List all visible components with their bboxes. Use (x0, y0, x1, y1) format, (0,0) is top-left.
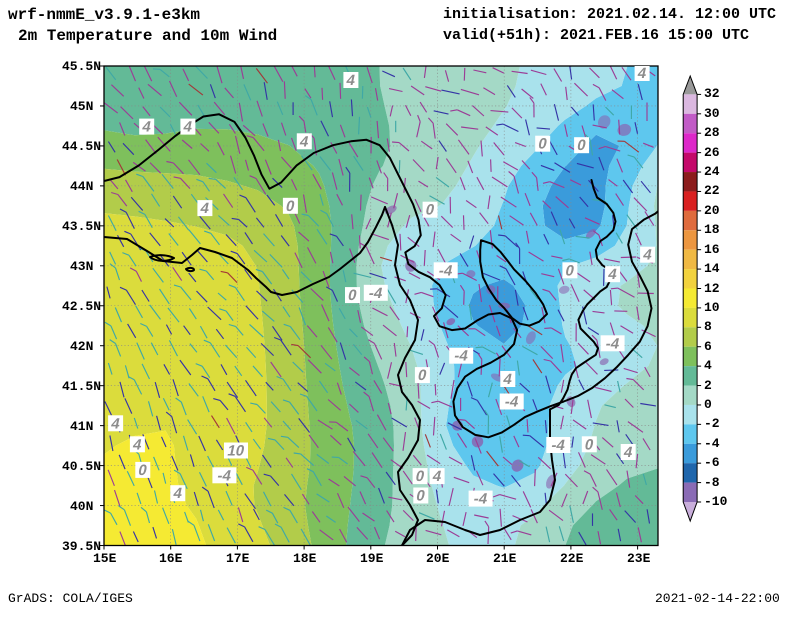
svg-text:10: 10 (226, 443, 246, 460)
